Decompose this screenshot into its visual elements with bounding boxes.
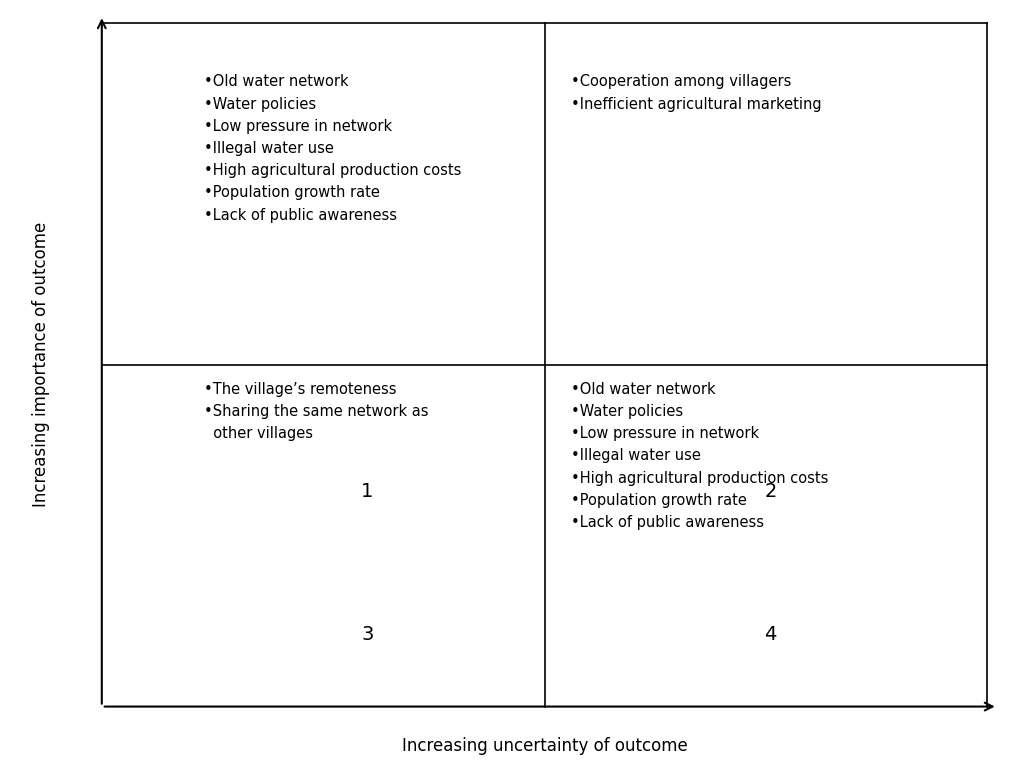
- Text: •Old water network
•Water policies
•Low pressure in network
•Illegal water use
•: •Old water network •Water policies •Low …: [204, 74, 461, 223]
- Text: •The village’s remoteness
•Sharing the same network as
  other villages: •The village’s remoteness •Sharing the s…: [204, 382, 429, 442]
- Text: 4: 4: [765, 625, 777, 644]
- Text: 2: 2: [765, 482, 777, 501]
- Text: 1: 1: [361, 482, 374, 501]
- Text: •Cooperation among villagers
•Inefficient agricultural marketing: •Cooperation among villagers •Inefficien…: [571, 74, 822, 111]
- Text: Increasing importance of outcome: Increasing importance of outcome: [32, 222, 50, 508]
- Text: Increasing uncertainty of outcome: Increasing uncertainty of outcome: [402, 737, 687, 755]
- Text: •Old water network
•Water policies
•Low pressure in network
•Illegal water use
•: •Old water network •Water policies •Low …: [571, 382, 829, 530]
- Text: 3: 3: [361, 625, 374, 644]
